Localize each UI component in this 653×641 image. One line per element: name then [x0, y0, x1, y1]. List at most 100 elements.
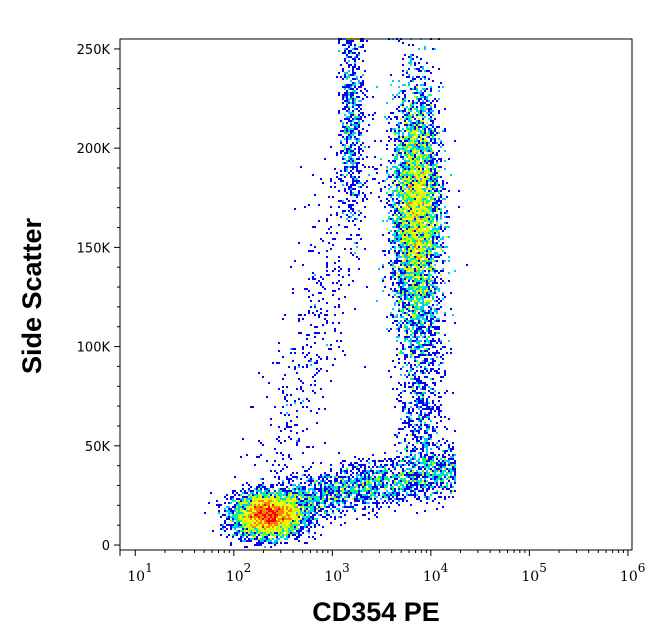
- event-point: [386, 102, 388, 104]
- event-point: [354, 492, 356, 494]
- event-point: [354, 52, 356, 54]
- event-point: [414, 236, 416, 238]
- event-point: [336, 474, 338, 476]
- event-point: [386, 470, 388, 472]
- event-point: [424, 232, 426, 234]
- event-point: [276, 508, 278, 510]
- event-point: [234, 500, 236, 502]
- event-point: [280, 536, 282, 538]
- event-point: [416, 278, 418, 280]
- event-point: [340, 476, 342, 478]
- event-point: [404, 152, 406, 154]
- event-point: [442, 86, 444, 88]
- event-point: [408, 320, 410, 322]
- event-point: [398, 276, 400, 278]
- event-point: [428, 464, 430, 466]
- event-point: [420, 172, 422, 174]
- event-point: [412, 222, 414, 224]
- event-point: [314, 538, 316, 540]
- event-point: [350, 490, 352, 492]
- event-point: [244, 538, 246, 540]
- event-point: [404, 108, 406, 110]
- event-point: [398, 80, 400, 82]
- event-point: [416, 204, 418, 206]
- event-point: [406, 476, 408, 478]
- event-point: [392, 500, 394, 502]
- event-point: [410, 88, 412, 90]
- event-point: [406, 484, 408, 486]
- event-point: [260, 492, 262, 494]
- event-point: [424, 278, 426, 280]
- event-point: [426, 182, 428, 184]
- event-point: [412, 470, 414, 472]
- event-point: [352, 142, 354, 144]
- event-point: [434, 272, 436, 274]
- event-point: [232, 520, 234, 522]
- event-point: [386, 228, 388, 230]
- event-point: [394, 166, 396, 168]
- event-point: [442, 182, 444, 184]
- event-point: [294, 504, 296, 506]
- event-point: [402, 174, 404, 176]
- event-point: [398, 244, 400, 246]
- event-point: [408, 236, 410, 238]
- event-point: [352, 180, 354, 182]
- event-point: [276, 510, 278, 512]
- event-point: [418, 146, 420, 148]
- event-point: [434, 138, 436, 140]
- event-point: [396, 202, 398, 204]
- event-point: [418, 218, 420, 220]
- event-point: [432, 122, 434, 124]
- event-point: [450, 174, 452, 176]
- event-point: [400, 220, 402, 222]
- event-point: [358, 480, 360, 482]
- event-point: [422, 292, 424, 294]
- event-point: [440, 166, 442, 168]
- event-point: [418, 312, 420, 314]
- event-point: [424, 258, 426, 260]
- event-point: [276, 538, 278, 540]
- event-point: [310, 516, 312, 518]
- event-point: [248, 488, 250, 490]
- event-point: [396, 116, 398, 118]
- event-point: [428, 292, 430, 294]
- event-point: [436, 132, 438, 134]
- event-point: [344, 96, 346, 98]
- event-point: [408, 286, 410, 288]
- event-point: [410, 174, 412, 176]
- event-point: [264, 502, 266, 504]
- event-point: [414, 102, 416, 104]
- event-point: [284, 538, 286, 540]
- event-point: [410, 250, 412, 252]
- event-point: [424, 462, 426, 464]
- event-point: [448, 340, 450, 342]
- event-point: [402, 352, 404, 354]
- event-point: [330, 504, 332, 506]
- event-point: [430, 242, 432, 244]
- event-point: [394, 492, 396, 494]
- event-point: [278, 528, 280, 530]
- event-point: [352, 168, 354, 170]
- event-point: [414, 164, 416, 166]
- event-point: [418, 254, 420, 256]
- event-point: [416, 286, 418, 288]
- event-point: [430, 206, 432, 208]
- event-point: [228, 516, 230, 518]
- event-point: [408, 314, 410, 316]
- event-point: [344, 460, 346, 462]
- event-point: [394, 140, 396, 142]
- event-point: [398, 180, 400, 182]
- event-point: [298, 494, 300, 496]
- event-point: [336, 502, 338, 504]
- event-point: [306, 502, 308, 504]
- event-point: [406, 250, 408, 252]
- event-point: [420, 216, 422, 218]
- event-point: [282, 504, 284, 506]
- event-point: [284, 534, 286, 536]
- event-point: [412, 278, 414, 280]
- event-point: [408, 166, 410, 168]
- event-point: [346, 150, 348, 152]
- event-point: [424, 82, 426, 84]
- event-point: [432, 242, 434, 244]
- event-point: [276, 504, 278, 506]
